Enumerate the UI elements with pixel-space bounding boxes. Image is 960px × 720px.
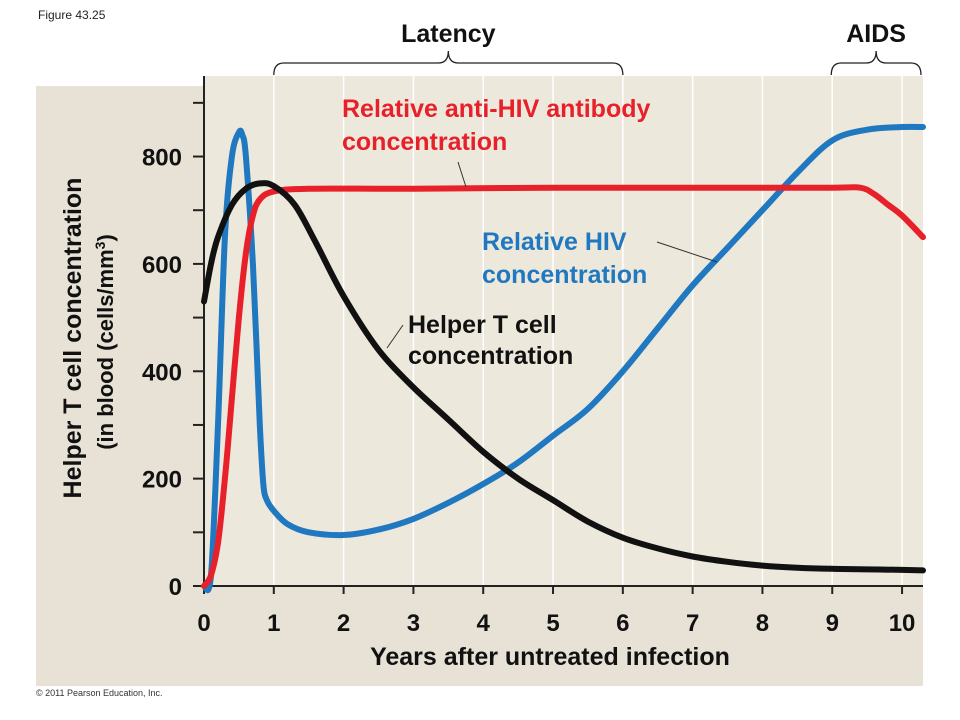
hiv-leader-line <box>656 241 718 263</box>
hiv-line <box>201 123 926 594</box>
x-tick-label: 9 <box>826 610 839 637</box>
y-tick-label: 0 <box>169 574 182 601</box>
helper-t-series-label: Helper T cell concentration <box>408 311 573 370</box>
hiv-label-line2: concentration <box>482 261 647 289</box>
period-brace <box>830 50 922 76</box>
x-tick-label: 7 <box>686 610 699 637</box>
antibody-leader-line <box>457 161 467 188</box>
helper-t-label-line1: Helper T cell <box>408 311 557 339</box>
x-tick-label: 2 <box>337 610 350 637</box>
x-tick-label: 8 <box>756 610 769 637</box>
y-axis-title-superscript: 3 <box>92 241 108 249</box>
helper-t-label-line2: concentration <box>408 342 573 370</box>
y-tick-label: 800 <box>142 145 182 172</box>
antibody-label-line2: concentration <box>342 128 507 156</box>
copyright-notice: © 2011 Pearson Education, Inc. <box>36 688 163 698</box>
y-tick-label: 200 <box>142 467 182 494</box>
x-tick-label: 0 <box>197 610 210 637</box>
y-tick-label: 400 <box>142 359 182 386</box>
x-tick-label: 10 <box>889 610 916 637</box>
x-tick-label: 3 <box>407 610 420 637</box>
x-tick-label: 1 <box>267 610 280 637</box>
x-tick-label: 5 <box>546 610 559 637</box>
x-axis-title: Years after untreated infection <box>370 643 730 671</box>
y-axis-title-line2-main: (in blood (cells/mm <box>93 249 118 449</box>
y-tick-label: 600 <box>142 252 182 279</box>
x-tick-label: 4 <box>477 610 491 637</box>
antibody-series-label: Relative anti-HIV antibody concentration <box>342 95 650 156</box>
period-brace <box>273 50 624 76</box>
helper-t-leader-line <box>386 324 404 349</box>
hiv-label-line1: Relative HIV <box>482 228 627 256</box>
plot-area-background <box>204 76 923 586</box>
x-tick-label: 6 <box>616 610 629 637</box>
y-axis-title-line2: (in blood (cells/mm3) <box>92 234 118 450</box>
period-label: AIDS <box>846 20 906 48</box>
antibody-label-line1: Relative anti-HIV antibody <box>342 95 650 123</box>
antibody-line <box>201 184 926 589</box>
y-axis-title-line2-end: ) <box>93 234 118 241</box>
hiv-series-label: Relative HIV concentration <box>482 228 647 289</box>
helper-t-line <box>201 180 926 574</box>
period-label: Latency <box>401 20 496 48</box>
figure-label: Figure 43.25 <box>38 8 106 22</box>
y-axis-title-line1: Helper T cell concentration <box>59 178 87 499</box>
